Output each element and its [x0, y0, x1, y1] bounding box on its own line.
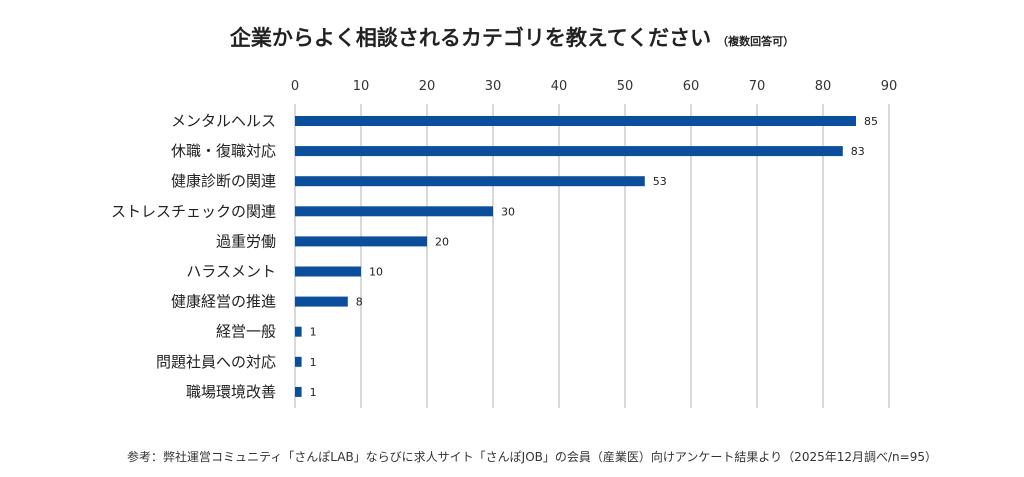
category-label: 職場環境改善 [186, 383, 276, 401]
x-tick-label: 50 [617, 79, 634, 94]
category-label: メンタルヘルス [171, 112, 276, 130]
category-label: ハラスメント [186, 263, 276, 281]
x-tick-label: 10 [353, 79, 370, 94]
bar [295, 296, 348, 307]
x-tick-label: 40 [551, 79, 568, 94]
category-label: ストレスチェックの関連 [111, 202, 276, 220]
data-label: 1 [310, 356, 317, 369]
bar [295, 326, 302, 337]
bar [295, 146, 843, 157]
data-label: 85 [864, 115, 878, 128]
chart-title-text: 企業からよく相談されるカテゴリを教えてください [229, 26, 712, 50]
x-tick-label: 20 [419, 79, 436, 94]
bar [295, 236, 427, 247]
category-label: 過重労働 [216, 232, 276, 250]
data-label: 10 [369, 266, 383, 279]
x-tick-label: 30 [485, 79, 502, 94]
chart-title: 企業からよく相談されるカテゴリを教えてください （複数回答可） [0, 22, 1024, 52]
category-label: 健康診断の関連 [171, 172, 276, 190]
bar [295, 386, 302, 397]
data-label: 30 [501, 205, 515, 218]
data-label: 53 [653, 175, 667, 188]
category-label: 経営一般 [216, 323, 276, 341]
footnote: 参考：弊社運営コミュニティ「さんぽLAB」ならびに求人サイト「さんぽJOB」の会… [127, 450, 937, 464]
x-tick-label: 90 [881, 79, 898, 94]
x-tick-label: 70 [749, 79, 766, 94]
bar [295, 266, 361, 277]
category-label: 休職・復職対応 [171, 142, 276, 160]
bar-chart: 0 10 20 30 40 50 60 70 80 90 メンタルヘルス 85 休職・復職対応 83 健康診… [111, 79, 898, 408]
chart-subtitle: （複数回答可） [717, 35, 795, 48]
category-label: 健康経営の推進 [171, 293, 276, 311]
data-label: 1 [310, 326, 317, 339]
category-label: 問題社員への対応 [156, 353, 276, 371]
x-tick-label: 80 [815, 79, 832, 94]
bar [295, 356, 302, 367]
bar [295, 206, 493, 217]
x-tick-label: 0 [291, 79, 299, 94]
data-label: 1 [310, 386, 317, 399]
bar [295, 116, 856, 126]
data-label: 8 [356, 296, 363, 309]
data-label: 20 [435, 235, 449, 248]
data-label: 83 [851, 145, 865, 158]
x-tick-label: 60 [683, 79, 700, 94]
bar [295, 176, 645, 187]
